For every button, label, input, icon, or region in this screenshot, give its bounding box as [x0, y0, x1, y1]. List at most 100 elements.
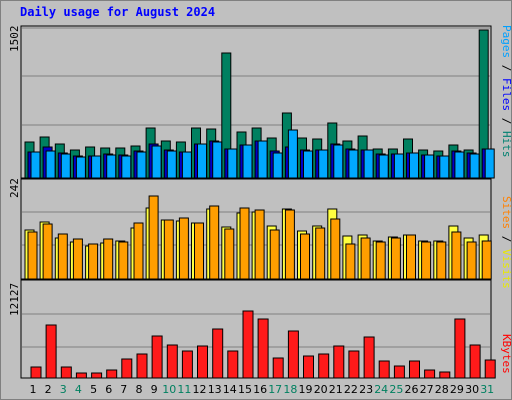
bar-sites-day-28 [436, 241, 447, 280]
bar-pages-day-8 [136, 151, 147, 179]
bar-sites-day-22 [345, 243, 356, 280]
bar-pages-day-1 [30, 151, 41, 179]
panel-kbytes-right-label: KBytes [500, 334, 512, 374]
bar-pages-day-4 [75, 156, 86, 179]
panel-visits-bars [22, 195, 492, 280]
bar-pages-day-2 [45, 150, 56, 179]
bar-kbytes-day-9 [151, 335, 163, 379]
bar-pages-day-25 [393, 153, 404, 179]
bar-sites-day-1 [27, 231, 38, 280]
legend-label-part: Hits [500, 131, 512, 158]
bar-kbytes-day-17 [272, 357, 284, 379]
bar-sites-day-17 [269, 229, 280, 280]
bar-kbytes-day-5 [91, 372, 103, 379]
bar-kbytes-day-12 [197, 345, 208, 379]
x-axis-day-labels: 1 2 3 4 5 6 7 8 9 10 11 12 13 14 15 16 17 18 19 20 21 22 23 24 2… [30, 383, 495, 396]
day-label: 11 [177, 383, 191, 396]
day-label: 4 [75, 383, 82, 396]
bar-sites-day-13 [209, 205, 220, 280]
bar-sites-day-29 [451, 231, 462, 280]
bar-pages-day-14 [227, 148, 238, 179]
legend-label-part: Pages [500, 25, 512, 58]
bar-kbytes-day-11 [181, 350, 193, 379]
bar-pages-day-20 [318, 149, 329, 179]
day-label: 9 [151, 383, 158, 396]
bar-pages-day-29 [454, 151, 465, 179]
bar-sites-day-26 [406, 234, 416, 280]
bar-pages-day-13 [212, 141, 223, 179]
bar-kbytes-day-8 [136, 353, 148, 379]
bar-kbytes-day-13 [212, 328, 224, 379]
bar-pages-day-5 [91, 155, 102, 179]
day-label: 24 [374, 383, 388, 396]
bar-kbytes-day-26 [409, 360, 420, 379]
bar-sites-day-10 [163, 219, 174, 280]
bar-pages-day-6 [106, 154, 117, 179]
day-label: 15 [238, 383, 252, 396]
bar-kbytes-day-25 [393, 365, 405, 379]
bar-pages-day-9 [151, 145, 162, 179]
bar-kbytes-day-6 [106, 369, 118, 379]
day-label: 16 [253, 383, 267, 396]
legend-label-part: KBytes [500, 334, 512, 374]
bar-kbytes-day-18 [287, 330, 299, 379]
day-label: 8 [136, 383, 143, 396]
day-label: 27 [420, 383, 434, 396]
bar-kbytes-day-24 [378, 360, 390, 379]
bar-sites-day-5 [88, 243, 99, 280]
day-label: 2 [45, 383, 52, 396]
panel-visits-right-label: Sites / Visits [500, 196, 512, 289]
bar-kbytes-day-20 [318, 353, 330, 379]
day-label: 13 [208, 383, 222, 396]
bar-sites-day-15 [239, 207, 250, 280]
bar-sites-day-21 [330, 218, 341, 280]
panel-visits-sites: 242 Sites / Visits [8, 178, 512, 289]
panel-visits-max-label: 242 [8, 178, 21, 198]
bar-pages-day-24 [378, 154, 389, 179]
bar-sites-day-4 [72, 238, 83, 280]
bar-sites-day-19 [300, 233, 310, 280]
bar-kbytes-day-16 [257, 318, 269, 379]
panel-kbytes-max-label: 12127 [8, 283, 21, 316]
day-label: 1 [30, 383, 37, 396]
bar-pages-day-16 [257, 140, 268, 179]
bar-kbytes-day-22 [348, 350, 360, 379]
bar-pages-day-17 [272, 152, 283, 179]
day-label: 3 [60, 383, 67, 396]
bar-kbytes-day-23 [363, 336, 375, 379]
day-label: 7 [120, 383, 127, 396]
day-label: 17 [268, 383, 282, 396]
bar-pages-day-31 [484, 148, 495, 179]
bar-pages-day-10 [166, 150, 177, 179]
day-label: 14 [223, 383, 237, 396]
bar-sites-day-25 [390, 237, 401, 280]
bar-kbytes-day-31 [484, 359, 496, 379]
bar-sites-day-31 [481, 240, 492, 280]
legend-label-part: / [500, 229, 512, 249]
day-label: 26 [405, 383, 419, 396]
bar-sites-day-16 [254, 209, 265, 280]
bar-sites-day-23 [360, 237, 371, 280]
bar-kbytes-day-21 [333, 345, 345, 379]
day-label: 31 [480, 383, 494, 396]
legend-label-part: Files [500, 78, 512, 111]
bar-kbytes-day-10 [166, 344, 178, 379]
panel-hits-bars [22, 27, 495, 179]
legend-label-part: / [500, 58, 512, 78]
bar-pages-day-30 [469, 153, 480, 179]
panel-hits-max-label: 1502 [8, 26, 21, 53]
bar-sites-day-18 [284, 209, 295, 280]
bar-pages-day-23 [363, 149, 374, 179]
day-label: 23 [359, 383, 373, 396]
day-label: 22 [344, 383, 358, 396]
bar-sites-day-8 [133, 222, 144, 280]
day-label: 20 [314, 383, 328, 396]
bar-kbytes-day-19 [303, 355, 314, 379]
bar-kbytes-day-27 [424, 369, 436, 379]
panel-kbytes-bg [20, 279, 492, 379]
bar-sites-day-30 [466, 241, 477, 280]
bar-sites-day-14 [224, 228, 235, 280]
panel-hits-right-label: Pages / Files / Hits [500, 25, 512, 158]
day-label: 18 [283, 383, 297, 396]
bar-kbytes-day-14 [227, 350, 239, 379]
